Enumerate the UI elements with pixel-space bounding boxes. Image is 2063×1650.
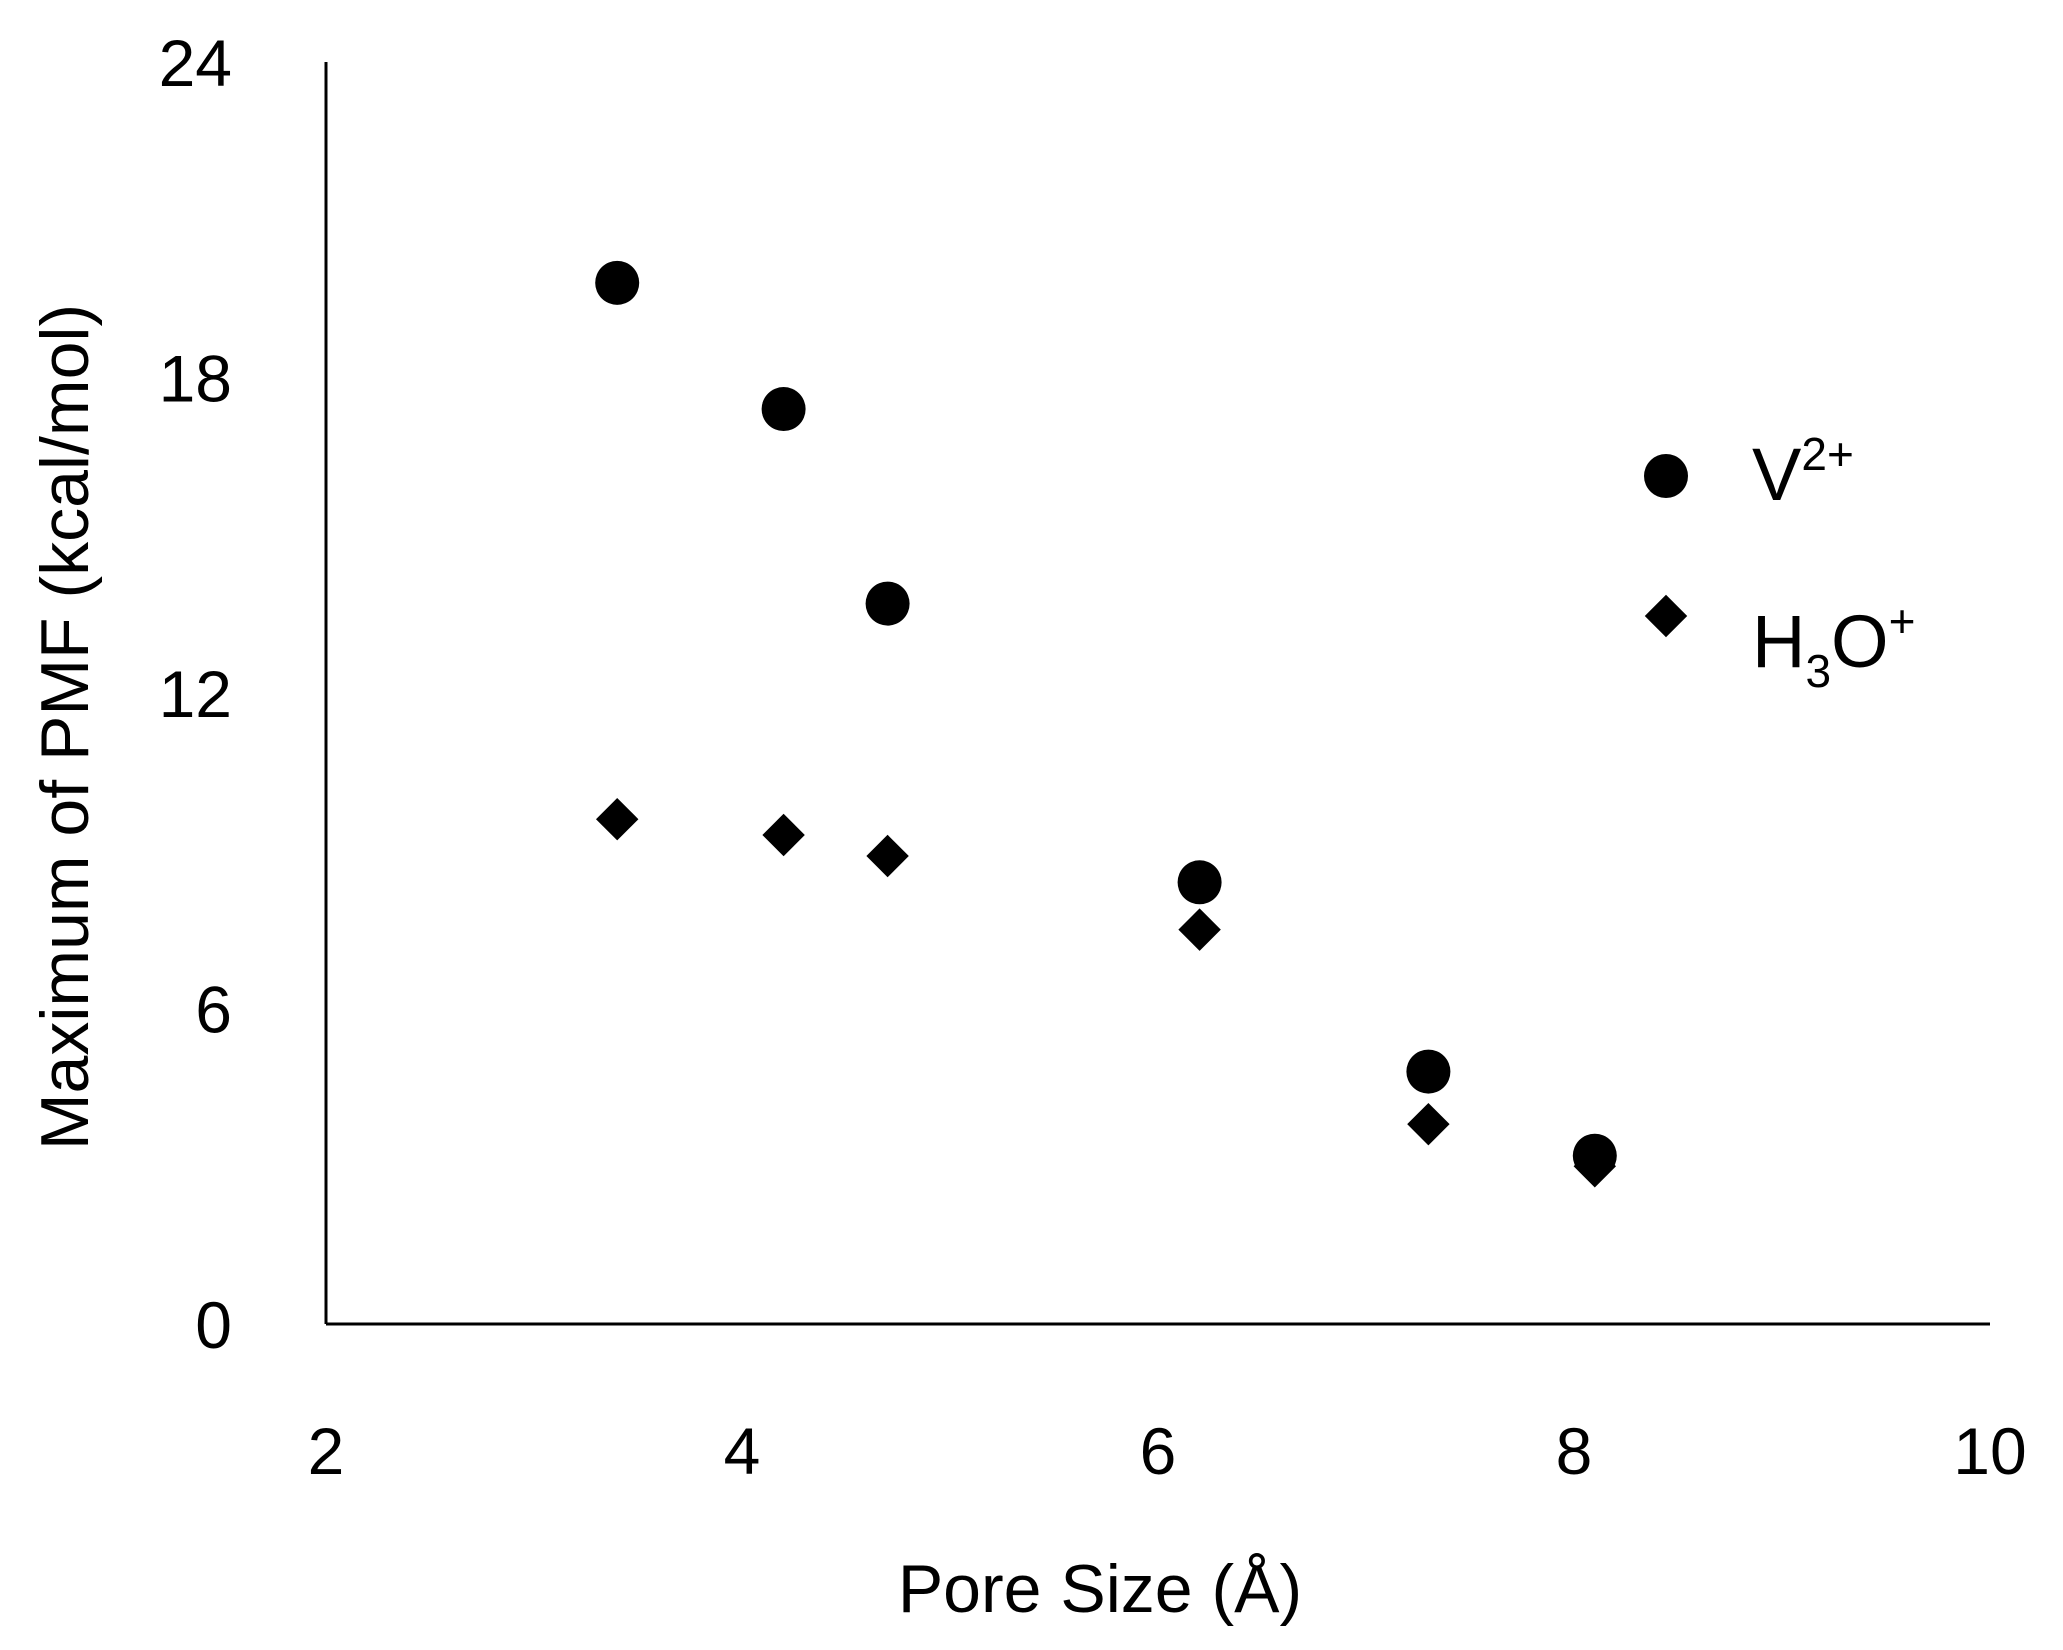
x-tick-label: 8 — [1556, 1414, 1593, 1488]
y-tick-label: 24 — [159, 26, 232, 100]
x-axis-title: Pore Size (Å) — [898, 1551, 1302, 1627]
legend-marker-circle — [1644, 454, 1688, 498]
legend-label-v2plus: V2+ — [1752, 428, 1854, 516]
legend-label-h-sub: 3 — [1805, 645, 1831, 697]
y-tick-label: 6 — [195, 973, 232, 1047]
legend-label-v-sup: 2+ — [1801, 428, 1853, 480]
y-tick-labels: 0 6 12 18 24 — [159, 26, 232, 1362]
point-h3oplus — [762, 813, 805, 857]
axes — [324, 62, 1990, 1326]
x-tick-label: 2 — [308, 1414, 345, 1488]
y-tick-label: 0 — [195, 1288, 232, 1362]
y-axis-title: Maximum of PMF (kcal/mol) — [27, 304, 103, 1150]
point-v2plus — [1177, 860, 1222, 905]
point-v2plus — [595, 260, 640, 305]
point-v2plus — [761, 387, 806, 432]
legend: V2+ H3O+ — [1644, 428, 1915, 697]
point-v2plus — [865, 581, 910, 626]
point-h3oplus — [866, 834, 909, 878]
point-h3oplus — [1178, 908, 1221, 951]
y-tick-label: 12 — [159, 657, 232, 731]
legend-label-v-base: V — [1752, 433, 1802, 516]
y-tick-label: 18 — [159, 342, 232, 416]
point-h3oplus — [1407, 1102, 1450, 1146]
data-points — [595, 260, 1617, 1188]
x-tick-label: 6 — [1140, 1414, 1177, 1488]
legend-label-h-rest: O — [1831, 600, 1889, 683]
point-v2plus — [1406, 1049, 1451, 1094]
x-tick-label: 4 — [724, 1414, 761, 1488]
legend-marker-diamond — [1644, 594, 1688, 638]
x-tick-labels: 2 4 6 8 10 — [308, 1414, 2027, 1488]
point-h3oplus — [595, 797, 639, 841]
x-tick-label: 10 — [1953, 1414, 2026, 1488]
point-h3oplus — [1573, 1145, 1617, 1188]
legend-label-h-sup: + — [1889, 595, 1916, 647]
legend-label-h-base: H — [1752, 600, 1805, 683]
legend-label-h3oplus: H3O+ — [1752, 595, 1915, 697]
